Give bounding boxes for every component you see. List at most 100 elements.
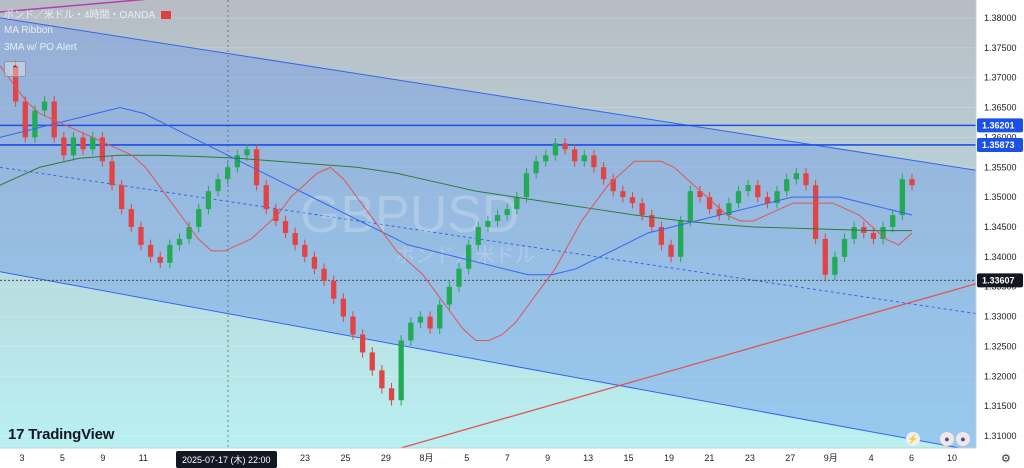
candle-body [157,256,163,263]
candle-body [697,191,703,198]
candle-body [273,209,279,222]
candle-body [244,149,250,156]
us-flag-icon[interactable]: ● [940,432,954,446]
candle-body [841,238,848,257]
candle-body [292,232,298,245]
indicator-label: MA Ribbon [4,25,53,36]
ma-fast-line[interactable] [0,65,913,341]
lightning-icon[interactable]: ⚡ [906,432,920,446]
candle-body [128,209,134,227]
price-tick-label: 1.37000 [984,73,1017,83]
candle-body [620,191,626,198]
candle-body [22,101,28,138]
channel-mid-line[interactable] [0,166,977,315]
candle-body [629,197,636,204]
candle-body [610,179,616,192]
candle-body [755,185,761,198]
price-tick-label: 1.34000 [984,252,1017,262]
time-tick-label: 5 [60,453,65,463]
candle-body [803,173,809,186]
tradingview-logo[interactable]: 17 TradingView [8,426,114,443]
candle-body [572,149,578,162]
candle-body [562,143,568,150]
us-flag-icon[interactable]: ● [956,432,970,446]
time-tick-label: 10 [947,453,957,463]
horizontal-levels[interactable] [0,124,976,281]
candle-body [282,221,289,233]
candle-body [851,226,857,239]
ma-slow-line[interactable] [0,154,912,232]
indicator-legend-3ma[interactable]: 3MA w/ PO Alert ◉ [4,42,94,53]
candle-body [504,209,510,216]
price-tick-label: 1.31000 [984,431,1017,441]
watermark-symbol: GBPUSD [300,186,520,244]
candle-body [793,173,799,180]
channel-lower-line[interactable] [0,271,977,452]
candle-body [80,137,86,150]
candle-body [388,388,395,401]
time-tick-label: 5 [464,453,469,463]
candle-body [812,185,819,239]
candle-body [379,370,385,389]
candle-body [658,226,665,245]
candle-body [726,203,732,216]
candle-body [147,244,154,257]
candles[interactable] [12,60,915,406]
price-tick-label: 1.32000 [984,371,1017,381]
candle-body [417,316,424,323]
price-label-text: 1.36201 [982,120,1015,130]
candle-body [581,155,587,162]
top-trendline[interactable] [0,0,586,13]
candle-body [437,304,443,329]
candle-body [880,226,886,239]
candle-body [302,244,308,257]
time-tick-label: 9月 [824,453,838,463]
time-tick-label: 29 [381,453,391,463]
candle-body [331,280,337,299]
candle-body [649,215,655,227]
candle-body [70,137,77,156]
candle-body [543,155,549,162]
candle-body [494,215,501,222]
channel-fill [0,17,976,451]
candle-body [514,197,520,210]
candle-body [716,209,722,216]
candle-body [552,143,559,156]
chevron-up-icon: ⌃ [11,64,19,74]
candle-body [899,179,906,216]
candle-body [687,191,693,222]
time-tick-label: 27 [785,453,795,463]
price-axis-background [976,0,1024,468]
eye-icon[interactable]: ◉ [85,42,95,53]
ma-mid-line[interactable] [0,107,913,276]
time-tick-label: 7 [505,453,510,463]
price-tick-label: 1.35000 [984,192,1017,202]
candle-body [359,334,366,353]
time-tick-label: 25 [340,453,350,463]
candle-body [321,268,327,281]
tradingview-mark-icon: 17 [8,426,25,443]
price-label-box [977,118,1023,133]
candle-body [340,298,346,317]
candle-body [870,232,877,239]
candle-body [32,110,38,138]
support-trendline[interactable] [390,283,977,452]
indicator-legend-ma-ribbon[interactable]: MA Ribbon [4,25,53,36]
candle-body [398,340,404,401]
candle-body [167,244,173,263]
price-tick-label: 1.36000 [984,132,1017,142]
candle-body [99,137,106,162]
price-tick-label: 1.36500 [984,103,1017,113]
candle-body [263,185,269,210]
candle-body [225,167,231,180]
collapse-legend-button[interactable]: ⌃ [4,61,26,77]
candle-body [408,322,414,341]
chart-title: ポンド／米ドル・4時間・OANDA [4,6,172,21]
gear-icon[interactable]: ⚙ [1001,453,1011,465]
price-tick-label: 1.33000 [984,312,1017,322]
price-axis[interactable]: 1.38000 1.37500 1.37000 1.36500 1.36000 1.355… [984,13,1017,441]
candle-body [735,191,742,204]
price-label-text: 1.35873 [982,140,1015,150]
time-tick-label: 8月 [419,453,433,463]
